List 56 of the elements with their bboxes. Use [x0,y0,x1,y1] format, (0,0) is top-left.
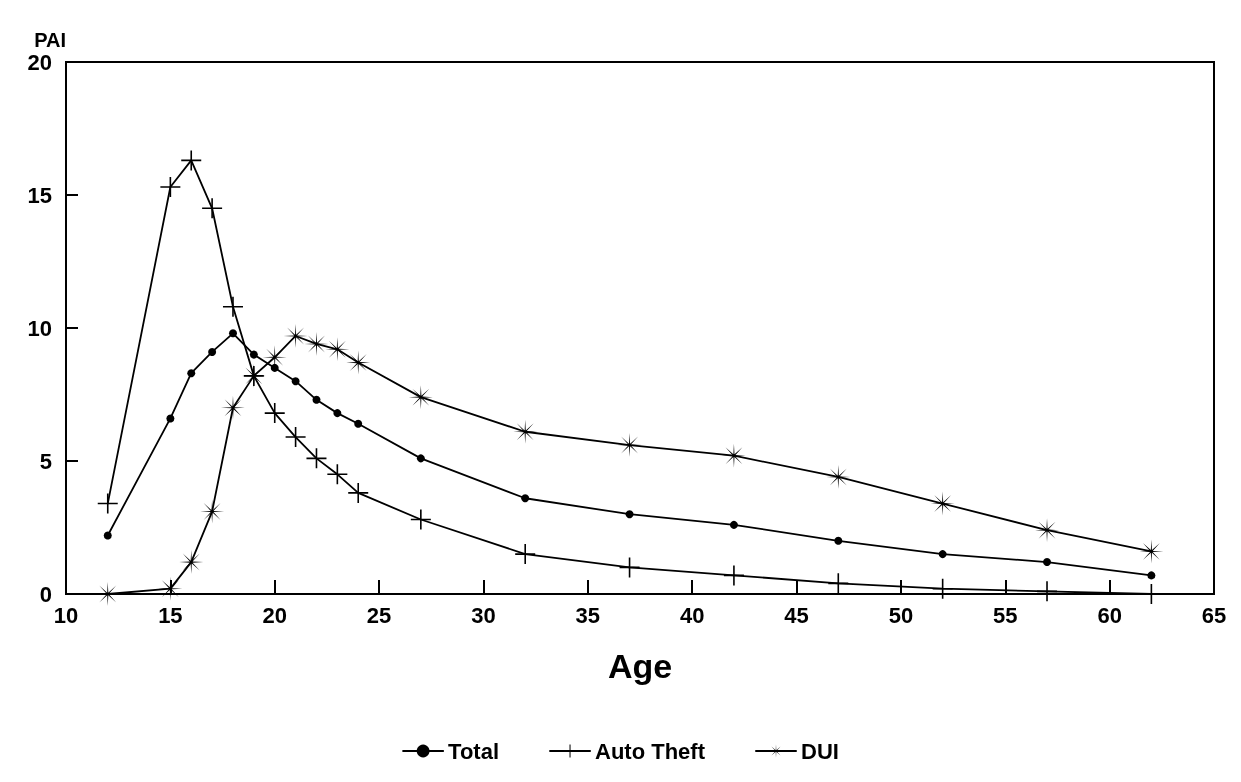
x-tick-label: 55 [993,602,1018,628]
y-axis-title: PAI [34,29,66,51]
point [723,565,744,586]
point [1043,558,1052,567]
x-tick-label: 45 [784,602,809,628]
point [729,520,738,529]
point [416,454,425,463]
point [938,550,947,559]
point [354,419,363,428]
x-tick-label: 40 [679,602,705,628]
point [327,464,348,485]
y-tick-label: 10 [27,315,52,341]
point [834,536,843,545]
point [410,509,431,530]
point [333,409,342,418]
legend-label: Total [448,738,500,764]
x-tick-label: 65 [1201,602,1227,628]
x-tick-label: 25 [366,602,392,628]
point [202,198,223,219]
x-tick-label: 30 [471,602,496,628]
point [285,427,306,448]
point [521,494,530,503]
legend-label: Auto Theft [595,738,706,764]
point [103,531,112,540]
point [1147,571,1156,580]
x-tick-label: 35 [575,602,601,628]
point [181,150,202,171]
point [264,403,285,424]
legend-label: DUI [801,738,839,764]
point [1037,581,1058,602]
point [249,350,258,359]
point [270,363,279,372]
point [828,573,849,594]
x-tick-label: 20 [262,602,287,628]
point [312,395,321,404]
x-axis-title: Age [607,647,673,685]
point [160,177,181,198]
x-tick-label: 60 [1097,602,1122,628]
x-tick-label: 15 [158,602,183,628]
y-tick-label: 0 [39,581,52,607]
point [208,347,217,356]
point [1139,539,1164,564]
point [166,414,175,423]
point [228,329,237,338]
point [97,493,118,514]
point [515,544,536,565]
y-tick-label: 15 [27,182,52,208]
x-tick-label: 50 [888,602,914,628]
point [222,296,243,317]
point [625,510,634,519]
point [291,377,300,386]
y-tick-label: 5 [39,448,52,474]
point [930,491,955,516]
point [348,482,369,503]
y-tick-label: 20 [27,49,52,75]
point [187,369,196,378]
